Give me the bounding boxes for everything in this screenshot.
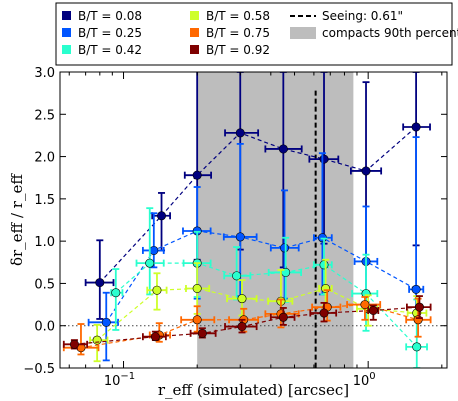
- data-point: [269, 189, 300, 300]
- plot-frame: [59, 71, 448, 369]
- series-line: [74, 306, 420, 345]
- marker: [92, 335, 102, 345]
- marker: [414, 302, 424, 312]
- legend-entry: B/T = 0.58: [206, 9, 270, 23]
- x-tick-label: 100: [353, 371, 376, 389]
- marker: [192, 284, 202, 294]
- x-axis-label: r_eff (simulated) [arcsec]: [158, 381, 349, 399]
- marker: [411, 284, 421, 294]
- legend-entry: B/T = 0.25: [78, 26, 142, 40]
- data-point: [309, 301, 338, 323]
- series-line: [99, 126, 417, 284]
- data-point: [264, 72, 303, 269]
- data-point: [146, 272, 168, 311]
- legend-marker: [62, 45, 71, 54]
- data-point: [180, 305, 216, 333]
- marker: [237, 322, 247, 332]
- legend-marker: [190, 45, 199, 54]
- data-point: [84, 239, 115, 320]
- marker: [280, 243, 290, 253]
- data-point: [135, 207, 165, 296]
- legend-entry: B/T = 0.92: [206, 43, 270, 57]
- legend-band-swatch: [290, 27, 316, 39]
- marker: [361, 166, 371, 176]
- marker: [145, 258, 155, 268]
- marker: [411, 122, 421, 132]
- plot-area: [60, 72, 447, 368]
- data-point: [318, 258, 333, 307]
- marker: [412, 342, 422, 352]
- legend-marker: [62, 11, 71, 20]
- data-point: [62, 339, 89, 350]
- y-tick-label: 2.5: [34, 108, 55, 123]
- marker: [232, 271, 242, 281]
- y-tick-label: 1.0: [34, 235, 55, 250]
- legend-box: [55, 2, 453, 66]
- data-point: [141, 212, 165, 269]
- data-point: [224, 318, 258, 334]
- marker: [157, 211, 167, 221]
- marker: [101, 317, 111, 327]
- y-tick-label: 0.0: [34, 320, 55, 335]
- marker: [111, 288, 121, 298]
- data-point: [222, 142, 258, 298]
- marker: [152, 285, 162, 295]
- legend-entry: B/T = 0.08: [78, 9, 142, 23]
- marker: [413, 315, 423, 325]
- marker: [278, 312, 288, 322]
- data-point: [151, 192, 171, 252]
- marker: [278, 144, 288, 154]
- legend-entry: compacts 90th percentile: [322, 26, 458, 40]
- marker: [319, 260, 329, 270]
- marker: [150, 332, 160, 342]
- series-line: [105, 230, 417, 323]
- y-tick-label: −0.5: [23, 362, 55, 377]
- legend-entry: Seeing: 0.61": [322, 9, 403, 23]
- legend: B/T = 0.08 B/T = 0.25 B/T = 0.42 B/T = 0.58…: [55, 2, 458, 66]
- marker: [360, 300, 370, 310]
- series-1: [87, 136, 425, 362]
- x-tick-label: 10−1: [104, 371, 135, 389]
- legend-entry: B/T = 0.42: [78, 43, 142, 57]
- marker: [149, 245, 159, 255]
- plot-content: [60, 72, 447, 368]
- marker: [319, 308, 329, 318]
- marker: [235, 232, 245, 242]
- data-point: [312, 152, 333, 296]
- series-5: [62, 295, 432, 350]
- data-point: [189, 327, 217, 339]
- marker: [197, 328, 207, 338]
- legend-marker: [62, 28, 71, 37]
- y-tick-label: 2.0: [34, 151, 55, 166]
- marker: [368, 305, 378, 315]
- marker: [69, 339, 79, 349]
- data-point: [89, 323, 109, 363]
- marker: [321, 284, 331, 294]
- y-tick-label: 3.0: [34, 66, 55, 81]
- data-point: [141, 330, 167, 342]
- y-axis-label: δr_eff / r_eff: [8, 173, 26, 266]
- data-point: [87, 291, 119, 362]
- data-point: [269, 307, 296, 326]
- y-tick-label: 0.5: [34, 277, 55, 292]
- legend-marker: [190, 28, 199, 37]
- y-tick-label: 1.5: [34, 193, 55, 208]
- data-point: [223, 246, 252, 301]
- marker: [192, 170, 202, 180]
- marker: [237, 294, 247, 304]
- data-point: [110, 268, 124, 331]
- marker: [95, 278, 105, 288]
- data-point: [367, 304, 380, 321]
- data-point: [408, 136, 425, 320]
- legend-entry: B/T = 0.75: [206, 26, 270, 40]
- compacts-band: [197, 72, 354, 368]
- marker: [192, 315, 202, 325]
- marker: [235, 128, 245, 138]
- legend-marker: [190, 11, 199, 20]
- marker: [319, 154, 329, 164]
- data-point: [406, 295, 432, 320]
